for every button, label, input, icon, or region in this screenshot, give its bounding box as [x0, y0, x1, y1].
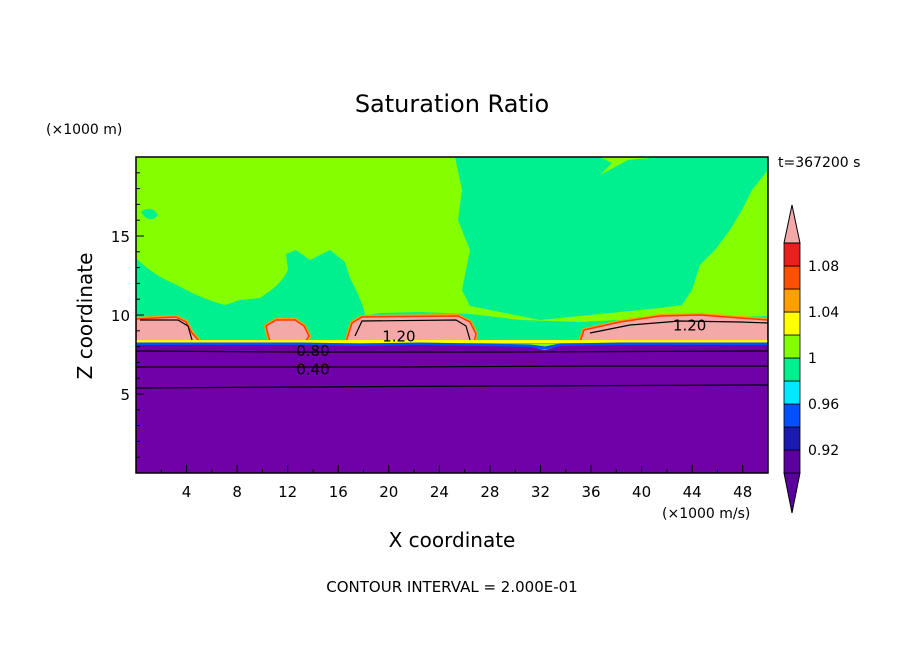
cloud-base-band — [136, 340, 768, 343]
colorbar-band-2 — [783, 403, 801, 428]
cloud-contour-3 — [589, 320, 768, 334]
x-tick-label-8: 8 — [232, 483, 242, 501]
near-saturation-region-west — [136, 250, 366, 344]
y-axis-unit: (×1000 m) — [46, 122, 122, 138]
x-tick-label-44: 44 — [683, 483, 702, 501]
colorbar-tick-label-2: 1 — [808, 351, 817, 367]
x-tick-label-48: 48 — [733, 483, 752, 501]
colorbar-band-3 — [783, 380, 801, 405]
colorbar-band-0 — [783, 449, 801, 474]
x-tick-label-32: 32 — [531, 483, 550, 501]
colorbar-extend-low — [783, 472, 801, 514]
x-tick-label-40: 40 — [632, 483, 651, 501]
contour-line-2 — [136, 365, 768, 368]
colorbar-band-4 — [783, 357, 801, 382]
colorbar-band-9 — [783, 242, 801, 267]
near-saturation-region-central — [455, 157, 768, 320]
contour-field: 0.400.80 1.20 1.20 — [136, 157, 768, 473]
y-axis-label: Z coordinate — [73, 253, 97, 380]
x-tick-label-36: 36 — [581, 483, 600, 501]
contour-line-1 — [136, 350, 768, 353]
cloud-contour-2 — [354, 319, 471, 341]
contour-label-1: 0.40 — [296, 361, 329, 379]
cloud-contour-1 — [140, 319, 193, 341]
contour-interval-note: CONTOUR INTERVAL = 2.000E-01 — [326, 578, 577, 596]
contour-label-2: 0.80 — [296, 342, 329, 360]
x-tick-label-16: 16 — [329, 483, 348, 501]
x-tick-label-24: 24 — [430, 483, 449, 501]
dry-region — [136, 345, 768, 473]
colorbar-band-5 — [783, 334, 801, 359]
colorbar-band-6 — [783, 311, 801, 336]
colorbar-extend-high — [783, 204, 801, 244]
y-tick-label-10: 10 — [111, 307, 130, 325]
colorbar-tick-label-4: 1.08 — [808, 259, 839, 275]
colorbar-tick-label-1: 0.96 — [808, 397, 839, 413]
x-axis-unit: (×1000 m/s) — [662, 506, 750, 522]
x-tick-label-20: 20 — [379, 483, 398, 501]
contour-line-3 — [136, 384, 768, 389]
contour-fill-group — [136, 157, 768, 473]
colorbar-tick-label-0: 0.92 — [808, 443, 839, 459]
chart-title: Saturation Ratio — [355, 90, 549, 118]
x-tick-label-12: 12 — [278, 483, 297, 501]
contour-label-4: 1.20 — [673, 316, 706, 334]
y-tick-label-5: 5 — [120, 386, 130, 404]
x-axis-label: X coordinate — [389, 528, 516, 552]
colorbar-band-8 — [783, 265, 801, 290]
colorbar-band-7 — [783, 288, 801, 313]
inversion-line — [136, 342, 768, 350]
x-tick-label-28: 28 — [480, 483, 499, 501]
x-tick-label-4: 4 — [182, 483, 192, 501]
colorbar-tick-label-3: 1.04 — [808, 305, 839, 321]
colorbar-band-1 — [783, 426, 801, 451]
y-tick-label-15: 15 — [111, 228, 130, 246]
contour-label-3: 1.20 — [382, 328, 415, 346]
colorbar: 0.92 0.96 1 1.04 1.08 — [783, 204, 839, 514]
time-label: t=367200 s — [778, 155, 860, 171]
near-saturation-patch — [141, 208, 158, 220]
